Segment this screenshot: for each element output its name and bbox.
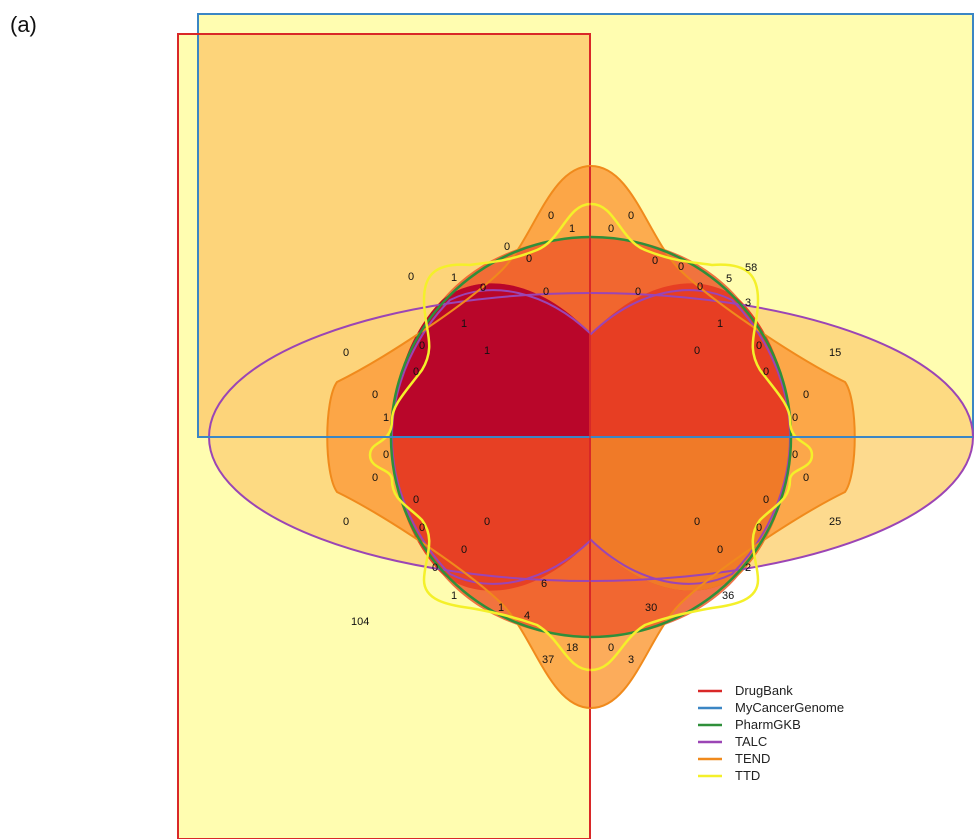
legend-label-ttd: TTD xyxy=(735,768,760,783)
region-count: 0 xyxy=(419,340,425,352)
region-count: 1 xyxy=(451,272,457,284)
region-count: 0 xyxy=(408,271,414,283)
region-count: 104 xyxy=(351,616,369,628)
region-count: 30 xyxy=(645,602,657,614)
region-count: 1 xyxy=(461,318,467,330)
region-count: 0 xyxy=(526,253,532,265)
region-count: 0 xyxy=(543,286,549,298)
region-count: 1 xyxy=(498,602,504,614)
region-count: 0 xyxy=(792,412,798,424)
center-upper-left-fill xyxy=(392,283,591,437)
region-count: 0 xyxy=(628,210,634,222)
region-count: 0 xyxy=(608,223,614,235)
ttd-set-outline xyxy=(368,202,814,672)
region-count: 0 xyxy=(343,347,349,359)
region-count: 1 xyxy=(569,223,575,235)
region-counts: 0 1 0 0 0 0 0 0 58 0 1 0 0 5 0 0 3 1 1 1… xyxy=(343,210,841,666)
region-count: 0 xyxy=(763,494,769,506)
region-count: 58 xyxy=(745,262,757,274)
region-count: 0 xyxy=(419,522,425,534)
region-count: 0 xyxy=(343,516,349,528)
region-count: 0 xyxy=(413,366,419,378)
region-count: 0 xyxy=(504,241,510,253)
region-count: 0 xyxy=(548,210,554,222)
region-count: 3 xyxy=(628,654,634,666)
region-count: 0 xyxy=(480,282,486,294)
tend-set-outline xyxy=(326,164,856,710)
legend-label-mycancergenome: MyCancerGenome xyxy=(735,700,844,715)
region-count: 36 xyxy=(722,590,734,602)
region-count: 1 xyxy=(484,345,490,357)
region-count: 6 xyxy=(541,578,547,590)
region-count: 0 xyxy=(756,340,762,352)
region-count: 1 xyxy=(717,318,723,330)
region-count: 0 xyxy=(635,286,641,298)
region-count: 0 xyxy=(678,261,684,273)
region-count: 0 xyxy=(372,472,378,484)
region-count: 0 xyxy=(484,516,490,528)
region-count: 15 xyxy=(829,347,841,359)
region-count: 0 xyxy=(432,562,438,574)
talc-inner-curve xyxy=(391,289,791,438)
region-count: 25 xyxy=(829,516,841,528)
region-count: 37 xyxy=(542,654,554,666)
region-count: 0 xyxy=(608,642,614,654)
region-count: 1 xyxy=(451,590,457,602)
region-count: 0 xyxy=(461,544,467,556)
region-count: 18 xyxy=(566,642,578,654)
legend-label-drugbank: DrugBank xyxy=(735,683,793,698)
region-count: 0 xyxy=(763,366,769,378)
legend-label-talc: TALC xyxy=(735,734,767,749)
region-count: 5 xyxy=(726,273,732,285)
region-count: 0 xyxy=(717,544,723,556)
region-count: 0 xyxy=(803,472,809,484)
legend-label-pharmgkb: PharmGKB xyxy=(735,717,801,732)
region-count: 0 xyxy=(756,522,762,534)
legend-label-tend: TEND xyxy=(735,751,770,766)
region-count: 3 xyxy=(745,297,751,309)
center-lower-right-fill xyxy=(591,437,790,591)
region-count: 0 xyxy=(372,389,378,401)
region-count: 0 xyxy=(792,449,798,461)
region-count: 0 xyxy=(697,281,703,293)
region-count: 0 xyxy=(803,389,809,401)
panel-label: (a) xyxy=(10,12,37,37)
region-count: 0 xyxy=(694,516,700,528)
talc-inner-curve-lower xyxy=(391,436,791,585)
region-count: 4 xyxy=(524,610,530,622)
region-count: 0 xyxy=(383,449,389,461)
region-count: 0 xyxy=(694,345,700,357)
legend: DrugBank MyCancerGenome PharmGKB TALC TE… xyxy=(698,683,844,783)
region-count: 2 xyxy=(745,562,751,574)
region-count: 0 xyxy=(652,255,658,267)
region-count: 0 xyxy=(413,494,419,506)
region-count: 1 xyxy=(383,412,389,424)
